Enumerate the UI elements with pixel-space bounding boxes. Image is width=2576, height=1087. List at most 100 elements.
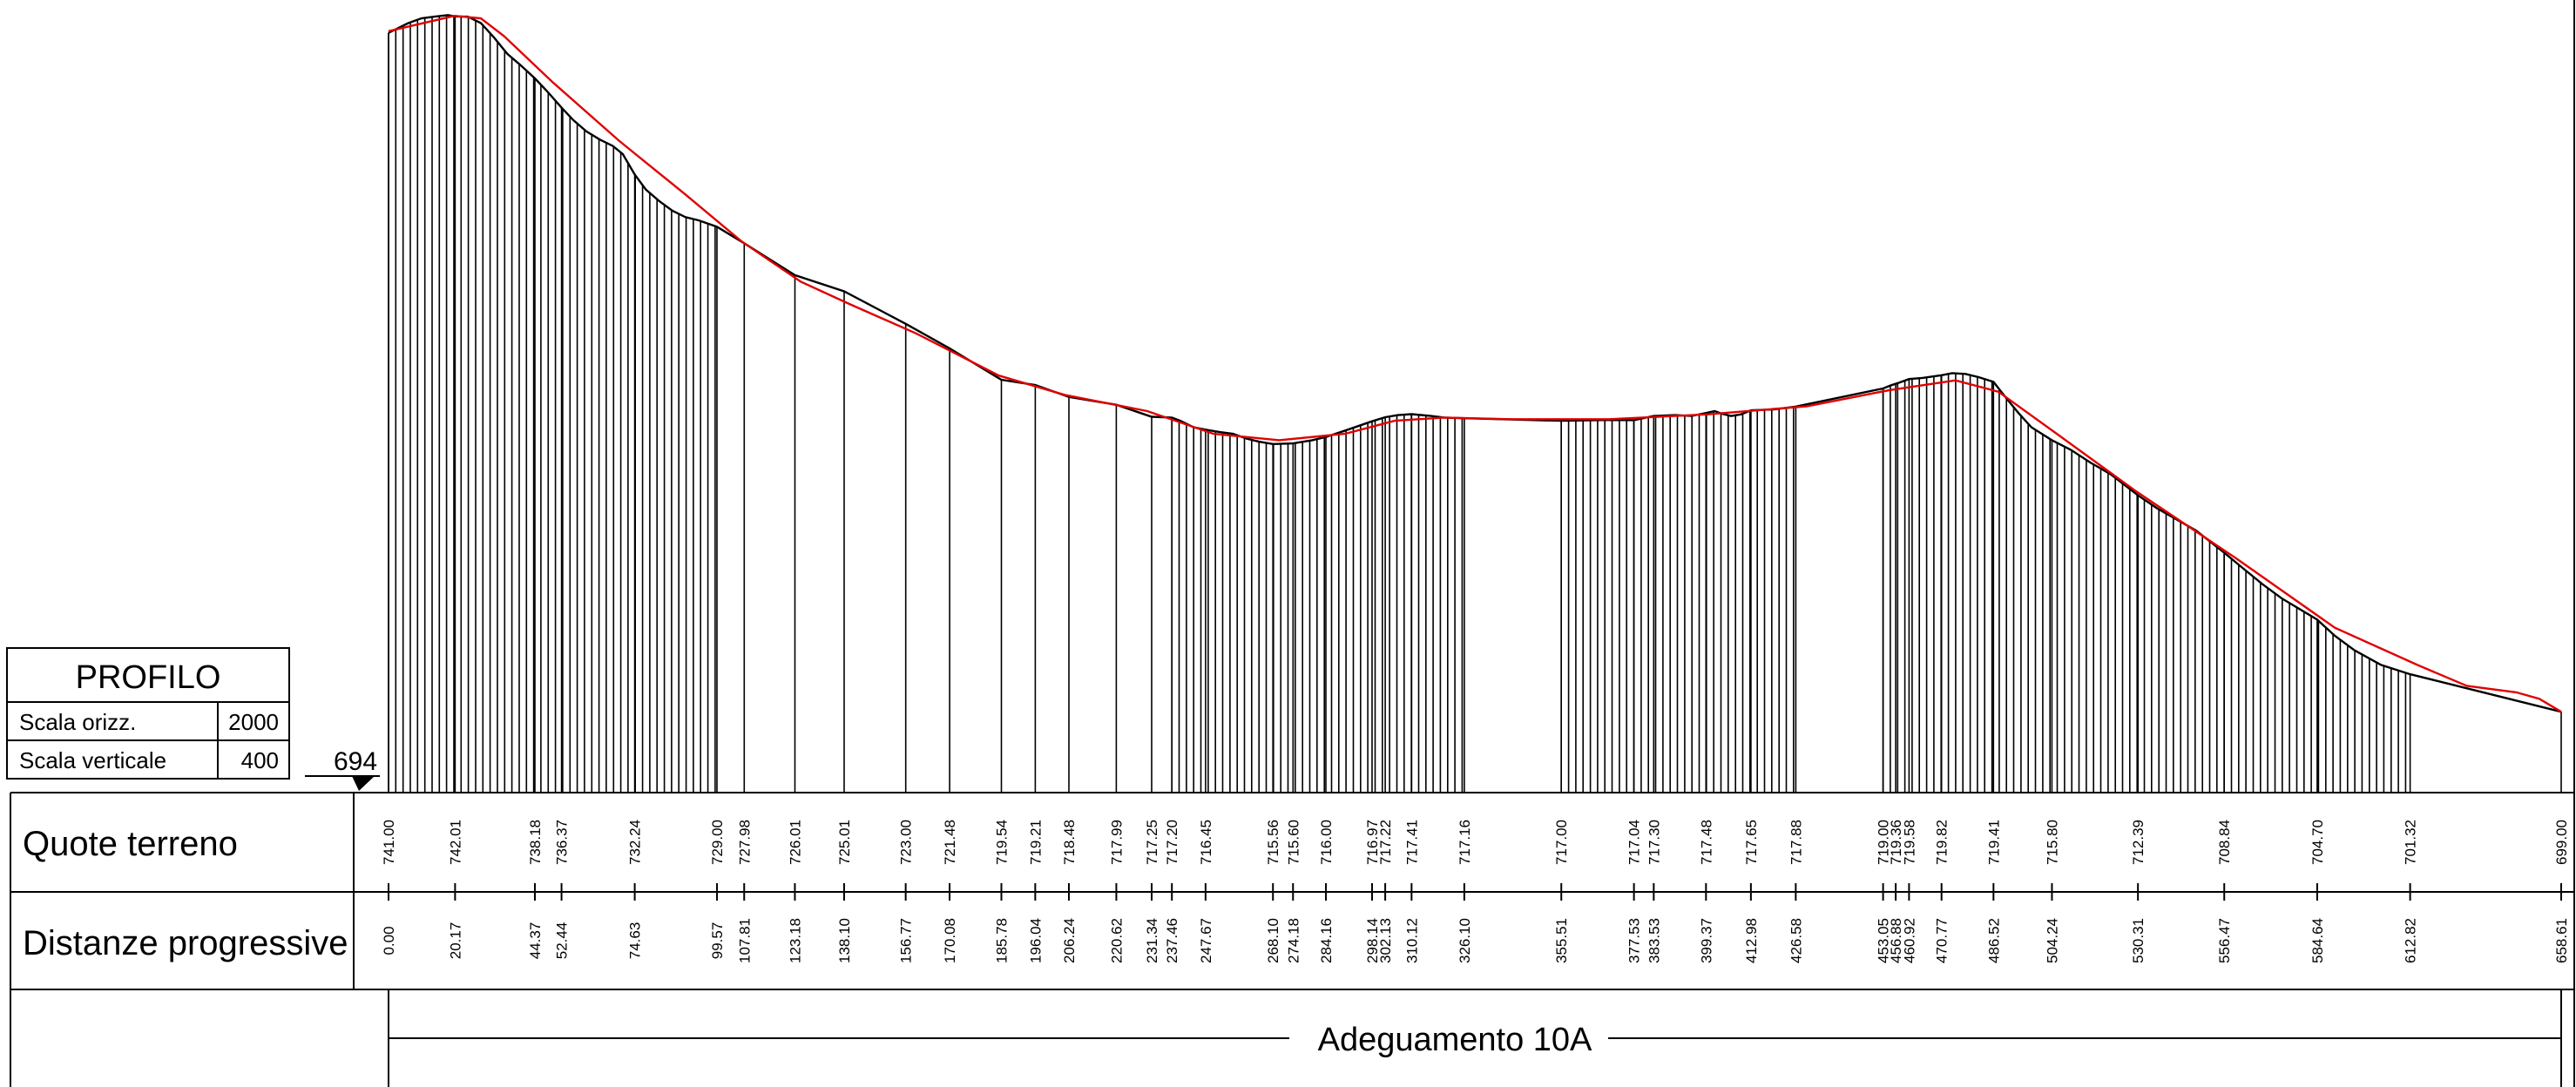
distance-label: 399.37 xyxy=(1698,918,1714,963)
elevation-label: 701.32 xyxy=(2403,820,2419,865)
distance-label: 284.16 xyxy=(1318,918,1335,963)
elevation-label: 741.00 xyxy=(381,820,397,865)
distance-label: 530.31 xyxy=(2130,918,2147,963)
distance-label: 156.77 xyxy=(898,918,915,963)
section-label: Adeguamento 10A xyxy=(1318,1022,1592,1058)
distance-label: 326.10 xyxy=(1457,918,1473,963)
fit-profile-line xyxy=(388,14,2562,713)
distance-label: 412.98 xyxy=(1743,918,1760,963)
distance-label: 231.34 xyxy=(1144,918,1160,963)
distance-label: 220.62 xyxy=(1108,918,1125,963)
row-label-distanze-progressive: Distanze progressive xyxy=(23,924,348,962)
row-label-quote-terreno: Quote terreno xyxy=(23,825,238,863)
elevation-label: 726.01 xyxy=(788,820,804,865)
elevation-label: 719.41 xyxy=(1985,820,2002,865)
elevation-label: 727.98 xyxy=(736,820,753,865)
elevation-label: 717.20 xyxy=(1164,820,1180,865)
legend-row-value: 400 xyxy=(241,747,279,773)
elevation-label: 719.36 xyxy=(1888,820,1904,865)
distance-label: 556.47 xyxy=(2216,918,2233,963)
elevation-label: 715.80 xyxy=(2044,820,2060,865)
elevation-label: 736.37 xyxy=(554,820,571,865)
elevation-label: 719.21 xyxy=(1027,820,1044,865)
station-labels: 741.00 0.00 742.01 20.17 738.18 44.37 736.37 52… xyxy=(381,820,2570,963)
elevation-label: 717.00 xyxy=(1553,820,1570,865)
distance-label: 504.24 xyxy=(2044,918,2060,963)
distance-label: 99.57 xyxy=(709,922,726,960)
legend-row-label: Scala orizz. xyxy=(19,709,136,735)
distance-label: 0.00 xyxy=(381,926,397,955)
elevation-label: 719.00 xyxy=(1876,820,1892,865)
elevation-label: 717.41 xyxy=(1403,820,1420,865)
elevation-label: 716.45 xyxy=(1198,820,1214,865)
elevation-label: 716.00 xyxy=(1318,820,1335,865)
legend-row-value: 2000 xyxy=(228,709,279,735)
distance-label: 298.14 xyxy=(1364,918,1381,963)
elevation-label: 719.82 xyxy=(1934,820,1951,865)
elevation-label: 716.97 xyxy=(1364,820,1381,865)
elevation-label: 717.25 xyxy=(1144,820,1160,865)
distance-label: 170.08 xyxy=(942,918,958,963)
elevation-label: 732.24 xyxy=(627,820,644,865)
distance-label: 470.77 xyxy=(1934,918,1951,963)
distance-label: 310.12 xyxy=(1403,918,1420,963)
elevation-label: 717.48 xyxy=(1698,820,1714,865)
distance-label: 185.78 xyxy=(994,918,1011,963)
elevation-label: 717.65 xyxy=(1743,820,1760,865)
elevation-label: 721.48 xyxy=(942,820,958,865)
distance-label: 44.37 xyxy=(527,922,544,960)
elevation-label: 704.70 xyxy=(2309,820,2326,865)
ground-profile-line xyxy=(388,14,2562,713)
distance-label: 584.64 xyxy=(2309,918,2326,963)
distance-label: 237.46 xyxy=(1164,918,1180,963)
legend-row-label: Scala verticale xyxy=(19,747,166,773)
distance-label: 52.44 xyxy=(554,922,571,960)
elevation-label: 715.56 xyxy=(1265,820,1281,865)
datum-marker: 694 xyxy=(305,747,380,791)
distance-label: 123.18 xyxy=(788,918,804,963)
elevation-label: 742.01 xyxy=(447,820,463,865)
distance-label: 456.88 xyxy=(1888,918,1904,963)
elevation-label: 717.99 xyxy=(1108,820,1125,865)
distance-label: 206.24 xyxy=(1061,918,1078,963)
elevation-label: 719.58 xyxy=(1901,820,1917,865)
elevation-label: 717.04 xyxy=(1626,820,1643,865)
distance-label: 274.18 xyxy=(1285,918,1302,963)
distance-label: 302.13 xyxy=(1377,918,1394,963)
distance-label: 383.53 xyxy=(1646,918,1662,963)
elevation-label: 715.60 xyxy=(1285,820,1302,865)
elevation-label: 712.39 xyxy=(2130,820,2147,865)
distance-label: 20.17 xyxy=(447,922,463,960)
elevation-label: 699.00 xyxy=(2553,820,2570,865)
distance-label: 453.05 xyxy=(1876,918,1892,963)
elevation-label: 717.30 xyxy=(1646,820,1662,865)
elevation-label: 718.48 xyxy=(1061,820,1078,865)
distance-label: 377.53 xyxy=(1626,918,1643,963)
datum-label: 694 xyxy=(334,747,377,776)
distance-label: 247.67 xyxy=(1198,918,1214,963)
elevation-label: 717.88 xyxy=(1788,820,1804,865)
elevation-label: 717.16 xyxy=(1457,820,1473,865)
profile-hatch-lines xyxy=(388,15,2562,793)
distance-label: 107.81 xyxy=(736,918,753,963)
distance-label: 658.61 xyxy=(2553,918,2570,963)
legend-box: PROFILO Scala orizz. 2000 Scala vertical… xyxy=(6,647,290,780)
distance-label: 355.51 xyxy=(1553,918,1570,963)
legend-title: PROFILO xyxy=(76,659,221,696)
distance-label: 74.63 xyxy=(627,922,644,960)
distance-label: 196.04 xyxy=(1027,918,1044,963)
elevation-label: 719.54 xyxy=(994,820,1011,865)
elevation-label: 725.01 xyxy=(836,820,853,865)
elevation-label: 717.22 xyxy=(1377,820,1394,865)
distance-label: 268.10 xyxy=(1265,918,1281,963)
elevation-label: 738.18 xyxy=(527,820,544,865)
elevation-label: 729.00 xyxy=(709,820,726,865)
distance-label: 486.52 xyxy=(1985,918,2002,963)
distance-label: 612.82 xyxy=(2403,918,2419,963)
distance-label: 138.10 xyxy=(836,918,853,963)
elevation-label: 708.84 xyxy=(2216,820,2233,865)
elevation-label: 723.00 xyxy=(898,820,915,865)
distance-label: 426.58 xyxy=(1788,918,1804,963)
distance-label: 460.92 xyxy=(1901,918,1917,963)
